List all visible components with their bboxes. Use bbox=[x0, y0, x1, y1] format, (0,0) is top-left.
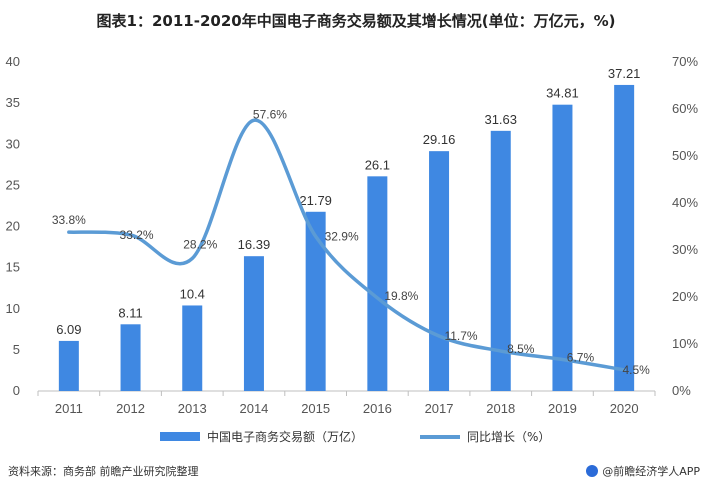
y-right-tick-label: 70% bbox=[672, 54, 698, 69]
bar-value-label: 26.1 bbox=[365, 157, 390, 172]
x-axis: 2011 2012 2013 2014 2015 2016 2017 2018 2019 2020 bbox=[37, 390, 656, 416]
y-left-tick-label: 10 bbox=[6, 301, 20, 316]
y-left-tick-label: 20 bbox=[6, 219, 20, 234]
line-value-label: 32.9% bbox=[325, 229, 359, 243]
bar bbox=[552, 104, 573, 392]
brand-text: @前瞻经济学人APP bbox=[602, 465, 700, 478]
line-value-label: 57.6% bbox=[253, 107, 287, 121]
y-left-tick-label: 35 bbox=[6, 95, 20, 110]
legend-bar-label: 中国电子商务交易额（万亿） bbox=[207, 429, 363, 444]
bar-series: 6.09 8.11 10.4 16.39 21.79 26.1 29.16 31.63 34.8… bbox=[56, 66, 641, 392]
x-tick-label: 2014 bbox=[239, 401, 268, 416]
growth-line bbox=[67, 118, 626, 372]
line-value-label: 8.5% bbox=[507, 342, 535, 356]
y-right-tick-label: 20% bbox=[672, 289, 698, 304]
bar-value-label: 8.11 bbox=[118, 305, 142, 320]
bar-value-label: 37.21 bbox=[608, 66, 641, 81]
y-right-tick-label: 40% bbox=[672, 195, 698, 210]
bar bbox=[305, 211, 326, 391]
legend-bar-swatch bbox=[160, 432, 200, 441]
bar-value-label: 10.4 bbox=[180, 286, 205, 301]
x-tick-label: 2016 bbox=[363, 401, 392, 416]
line-series: 33.8% 33.2% 28.2% 57.6% 32.9% 19.8% 11.7% 8.5% 6… bbox=[52, 107, 650, 377]
x-tick-label: 2015 bbox=[301, 401, 330, 416]
legend-line-label: 同比增长（%） bbox=[467, 430, 550, 444]
bar bbox=[58, 340, 79, 391]
y-axis-left: 0 5 10 15 20 25 30 35 40 bbox=[6, 54, 20, 398]
y-left-tick-label: 25 bbox=[6, 177, 20, 192]
y-left-tick-label: 5 bbox=[13, 342, 20, 357]
bar bbox=[429, 151, 450, 391]
bar bbox=[182, 305, 203, 391]
bar bbox=[243, 256, 264, 391]
x-tick-label: 2012 bbox=[116, 401, 145, 416]
y-left-tick-label: 30 bbox=[6, 136, 20, 151]
bar bbox=[614, 84, 635, 391]
line-value-label: 11.7% bbox=[444, 329, 477, 343]
x-tick-label: 2017 bbox=[425, 401, 454, 416]
x-tick-label: 2020 bbox=[610, 401, 639, 416]
legend: 中国电子商务交易额（万亿） 同比增长（%） bbox=[160, 429, 550, 444]
bar bbox=[120, 324, 141, 391]
y-right-tick-label: 0% bbox=[672, 383, 691, 398]
bar bbox=[490, 130, 511, 391]
source-note: 资料来源：商务部 前瞻产业研究院整理 bbox=[8, 465, 199, 478]
bar-value-label: 6.09 bbox=[56, 322, 81, 337]
bar bbox=[367, 176, 388, 391]
bar-value-label: 16.39 bbox=[238, 237, 271, 252]
bar-value-label: 29.16 bbox=[423, 132, 456, 147]
x-tick-label: 2019 bbox=[548, 401, 577, 416]
x-tick-label: 2018 bbox=[486, 401, 515, 416]
line-value-label: 4.5% bbox=[622, 363, 650, 377]
line-value-label: 33.8% bbox=[52, 213, 86, 227]
bar-value-label: 34.81 bbox=[546, 86, 579, 101]
y-right-tick-label: 60% bbox=[672, 101, 698, 116]
y-right-tick-label: 30% bbox=[672, 242, 698, 257]
y-left-tick-label: 40 bbox=[6, 54, 20, 69]
line-value-label: 28.2% bbox=[183, 237, 217, 251]
brand-logo-icon bbox=[586, 465, 599, 477]
y-axis-right: 0% 10% 20% 30% 40% 50% 60% 70% bbox=[672, 54, 698, 398]
y-left-tick-label: 0 bbox=[13, 383, 20, 398]
y-right-tick-label: 10% bbox=[672, 336, 698, 351]
y-right-tick-label: 50% bbox=[672, 148, 698, 163]
chart-title: 图表1：2011-2020年中国电子商务交易额及其增长情况(单位：万亿元，%) bbox=[96, 12, 616, 30]
x-tick-label: 2011 bbox=[55, 401, 83, 416]
brand-credit: @前瞻经济学人APP bbox=[586, 463, 700, 479]
y-left-tick-label: 15 bbox=[6, 260, 20, 275]
bar-value-label: 31.63 bbox=[484, 112, 517, 127]
line-value-label: 6.7% bbox=[567, 351, 595, 365]
line-value-label: 33.2% bbox=[120, 228, 154, 242]
line-value-label: 19.8% bbox=[384, 289, 418, 303]
bar-value-label: 21.79 bbox=[299, 193, 332, 208]
x-tick-label: 2013 bbox=[178, 401, 207, 416]
